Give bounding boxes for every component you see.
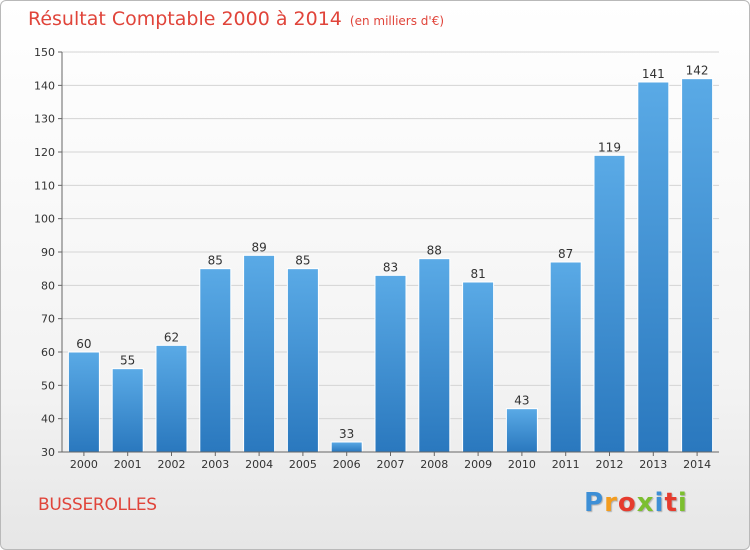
data-label: 83 [383,260,398,274]
data-label: 88 [427,244,442,258]
data-label: 85 [208,254,223,268]
data-label: 142 [686,64,709,78]
y-tick-label: 80 [41,279,55,292]
logo-letter: P [584,488,605,518]
x-tick-label: 2011 [552,458,580,471]
y-tick-label: 140 [34,79,55,92]
y-tick-label: 100 [34,213,55,226]
y-tick-label: 70 [41,313,55,326]
bar [681,78,714,453]
x-tick-label: 2010 [508,458,536,471]
x-tick-label: 2003 [201,458,229,471]
y-tick-label: 110 [34,179,55,192]
data-label: 62 [164,330,179,344]
logo-letter: i [654,488,665,518]
x-tick-label: 2005 [289,458,317,471]
y-tick-label: 90 [41,246,55,259]
bar [637,81,670,453]
data-label: 55 [120,354,135,368]
bar [593,154,626,453]
title-text: Résultat Comptable 2000 à 2014 [28,8,342,30]
bar [111,368,144,453]
title-unit: (en milliers d'€) [349,14,445,28]
logo-letter: o [617,488,637,518]
y-tick-label: 150 [34,46,55,59]
data-label: 43 [514,394,529,408]
logo-letter: x [636,488,655,518]
commune-name: BUSSEROLLES [38,495,157,515]
x-tick-label: 2006 [333,458,361,471]
y-tick-label: 30 [41,446,55,459]
data-label: 85 [295,254,310,268]
bar [67,351,100,453]
bar [549,261,582,453]
data-label: 89 [251,240,266,254]
proxiti-logo: Proxiti [584,488,688,518]
data-label: 119 [598,140,621,154]
y-tick-label: 40 [41,413,55,426]
logo-letter: r [604,488,618,518]
y-tick-label: 60 [41,346,55,359]
axes: 30 40 50 60 70 80 90 100 110 120 130 140 150 2000 2001… [34,46,719,471]
y-tick-label: 120 [34,146,55,159]
bar [199,268,232,453]
x-tick-label: 2008 [420,458,448,471]
x-tick-label: 2001 [114,458,142,471]
bar [374,274,407,453]
bars: 60 55 62 85 89 85 33 83 88 81 43 87 119 141 142 [67,64,714,453]
bar [418,258,451,453]
x-tick-label: 2007 [377,458,405,471]
bar [286,268,319,453]
bar [155,344,188,453]
x-tick-label: 2013 [639,458,667,471]
x-tick-label: 2009 [464,458,492,471]
data-label: 141 [642,67,665,81]
bar [462,281,495,453]
x-tick-label: 2012 [596,458,624,471]
data-label: 60 [76,337,91,351]
x-tick-label: 2000 [70,458,98,471]
bar [330,441,363,453]
y-tick-label: 50 [41,379,55,392]
x-tick-label: 2014 [683,458,711,471]
y-tick-label: 130 [34,113,55,126]
bar [505,408,538,453]
bar [243,254,276,453]
x-tick-label: 2002 [158,458,186,471]
logo-letter: i [677,488,688,518]
chart-title: Résultat Comptable 2000 à 2014 (en millie… [28,8,444,30]
data-label: 81 [470,267,485,281]
data-label: 33 [339,427,354,441]
data-label: 87 [558,247,573,261]
x-tick-label: 2004 [245,458,273,471]
logo-letter: t [664,488,678,518]
